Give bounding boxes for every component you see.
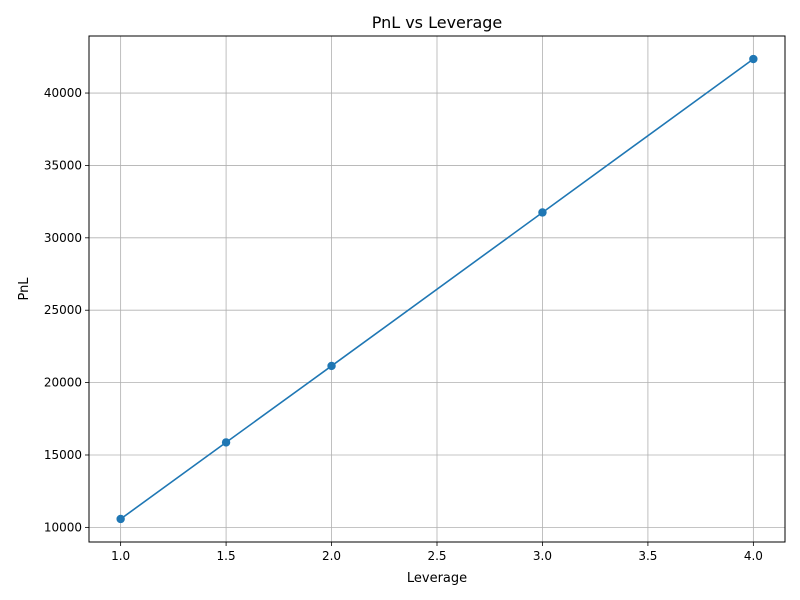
x-gridlines [120,36,754,542]
y-tick-label: 40000 [44,86,82,100]
x-axis-ticks: 1.0 1.5 2.0 2.5 3.0 3.5 4.0 [111,542,763,563]
x-tick-label: 2.5 [427,549,446,563]
x-tick-label: 2.0 [322,549,341,563]
y-tick-label: 35000 [44,158,82,172]
x-tick-label: 4.0 [744,549,763,563]
y-tick-label: 10000 [44,520,82,534]
series-pnl [116,54,758,524]
y-axis-label: PnL [17,277,32,301]
x-tick-label: 3.0 [533,549,552,563]
data-point [538,208,547,217]
y-gridlines [89,92,785,528]
y-tick-label: 30000 [44,231,82,245]
x-tick-label: 3.5 [638,549,657,563]
data-point [116,514,125,524]
y-tick-label: 15000 [44,448,82,462]
y-tick-label: 25000 [44,303,82,317]
data-point [327,361,336,371]
y-axis-ticks: 10000 15000 20000 25000 30000 35000 40000 [44,86,89,534]
x-tick-label: 1.5 [217,549,236,563]
data-point [221,438,231,447]
y-tick-label: 20000 [44,376,82,390]
chart-title: PnL vs Leverage [372,13,503,32]
x-tick-label: 1.0 [111,549,130,563]
data-point [749,54,758,64]
x-axis-label: Leverage [407,571,467,586]
